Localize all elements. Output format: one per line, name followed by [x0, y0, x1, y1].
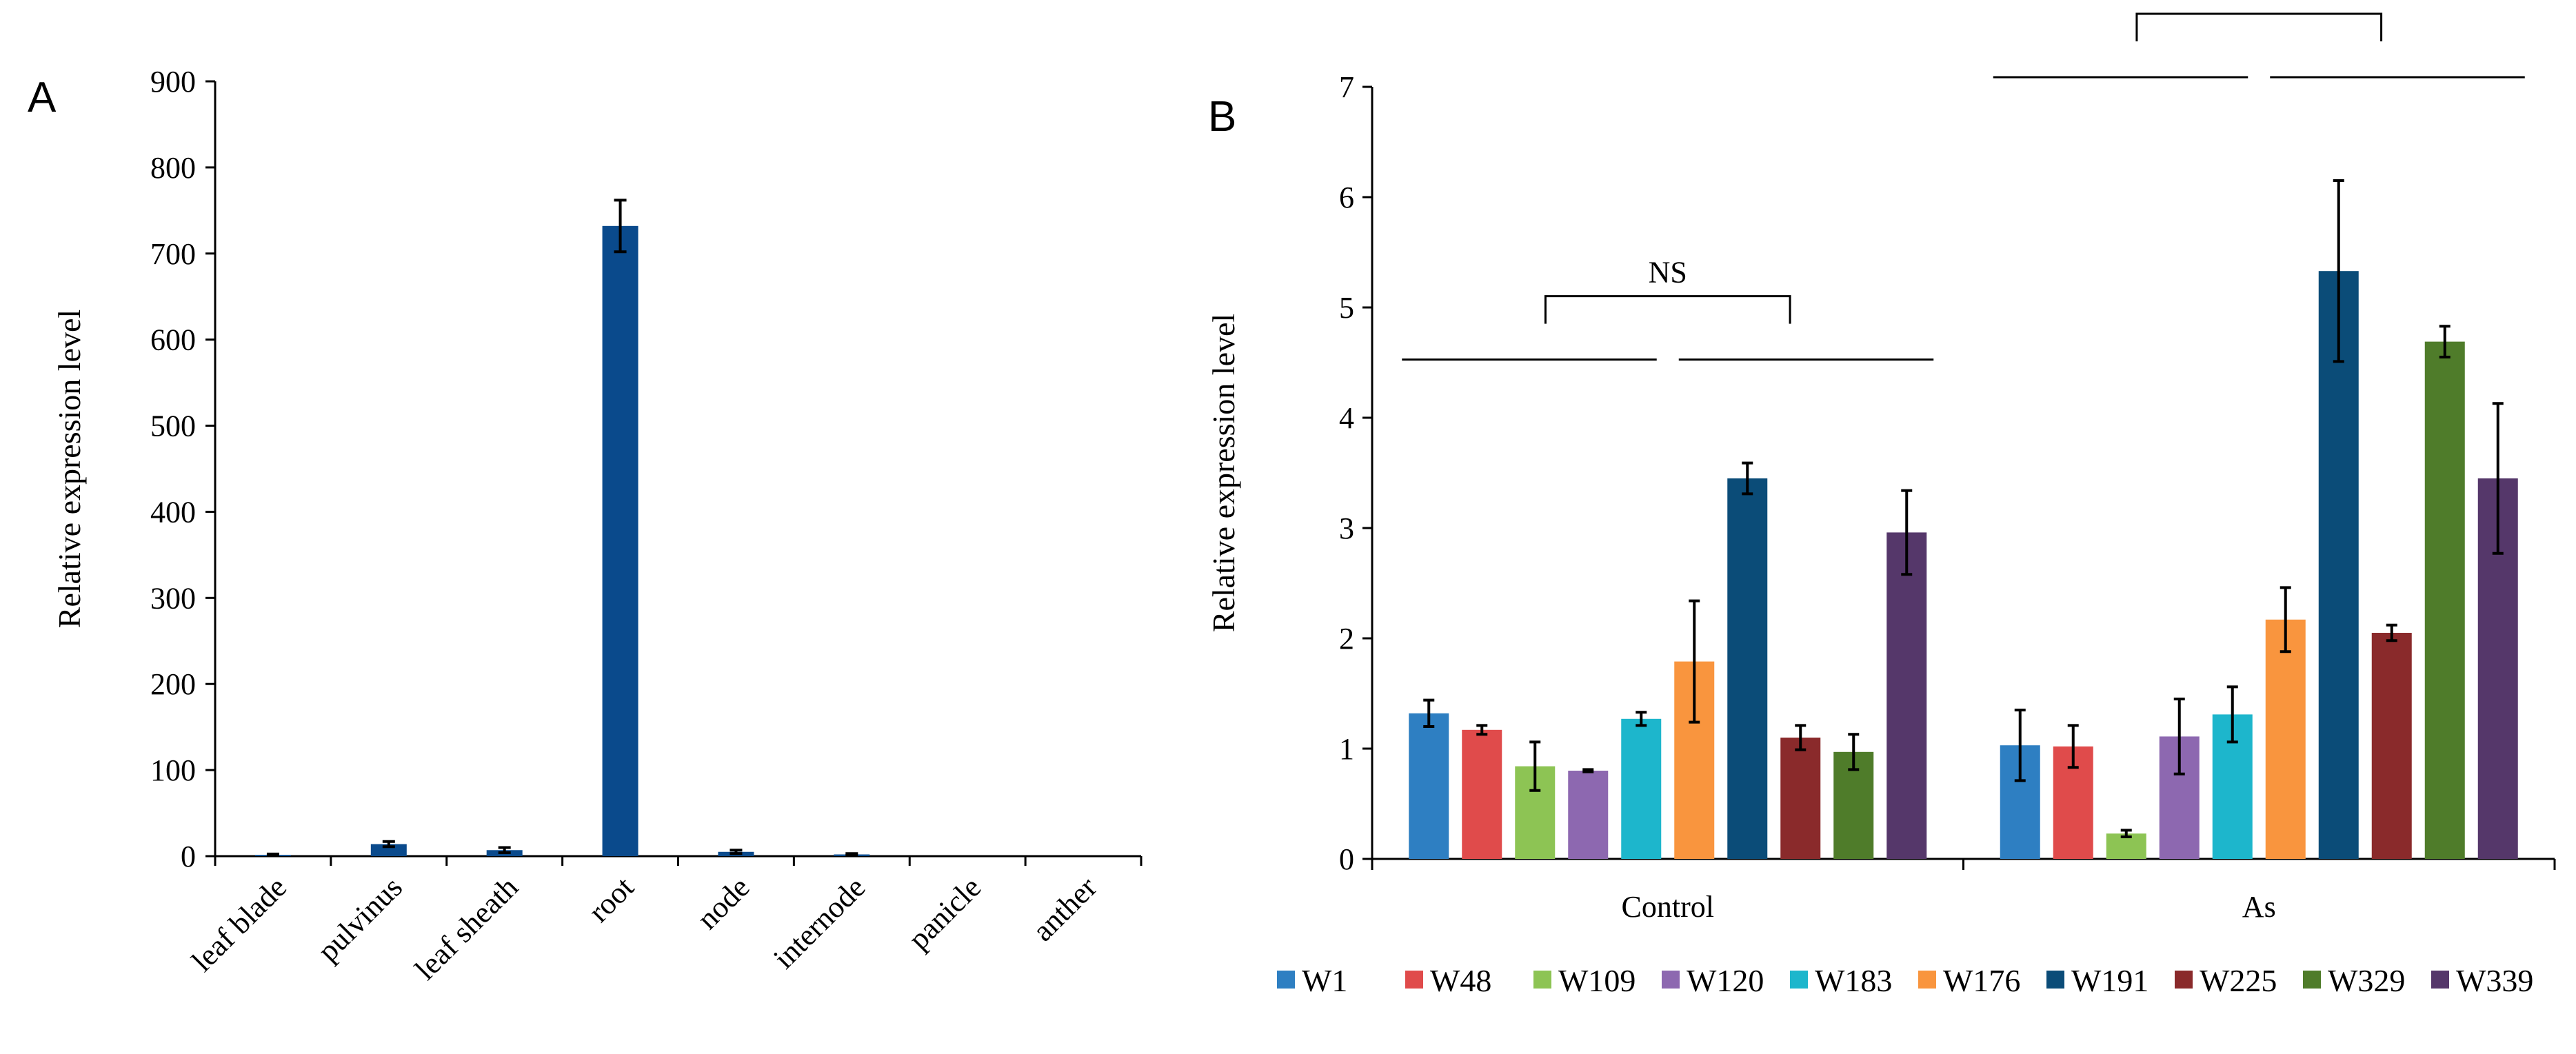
y-tick-label: 200: [150, 667, 196, 701]
panel-label: B: [1208, 93, 1236, 141]
legend-swatch-W329: [2303, 971, 2321, 989]
x-tick-label: leaf sheath: [408, 870, 525, 986]
y-tick-label: 6: [1339, 181, 1354, 214]
legend-label-W109: W109: [1558, 963, 1636, 998]
legend-label-W339: W339: [2456, 963, 2533, 998]
y-tick-label: 2: [1339, 622, 1354, 656]
x-tick-label: root: [582, 870, 641, 929]
bar-W183-Control: [1621, 718, 1662, 859]
y-tick-label: 100: [150, 753, 196, 787]
y-tick-label: 500: [150, 409, 196, 443]
y-tick-label: 0: [1339, 842, 1354, 876]
y-tick-label: 0: [181, 840, 196, 873]
y-tick-label: 4: [1339, 401, 1354, 435]
bar-W339-Control: [1886, 532, 1927, 859]
legend-label-W329: W329: [2328, 963, 2405, 998]
x-tick-label: leaf blade: [185, 870, 293, 977]
x-tick-label: anther: [1026, 870, 1104, 948]
legend-swatch-W48: [1405, 971, 1423, 989]
x-tick-label: node: [690, 870, 756, 935]
y-tick-label: 1: [1339, 732, 1354, 766]
x-tick-label: internode: [767, 870, 872, 975]
legend-label-W183: W183: [1815, 963, 1892, 998]
y-tick-label: 900: [150, 65, 196, 99]
y-tick-label: 5: [1339, 291, 1354, 325]
bar-root: [602, 225, 638, 856]
legend-swatch-W339: [2431, 971, 2449, 989]
y-axis-label: Relative expression level: [1206, 314, 1241, 632]
y-tick-label: 3: [1339, 511, 1354, 545]
panel-b: B 0 1 2 3 4 5 6 7 Control As NS * Relative expression…: [1206, 0, 2556, 998]
panel-label: A: [28, 74, 57, 121]
y-tick-label: 400: [150, 495, 196, 529]
legend-label-W1: W1: [1302, 963, 1347, 998]
legend-swatch-W225: [2175, 971, 2193, 989]
x-tick-label: As: [2242, 890, 2276, 924]
legend-label-W191: W191: [2071, 963, 2149, 998]
bar-W1-Control: [1409, 713, 1449, 859]
bar-W225-As: [2371, 633, 2412, 859]
bar-W48-Control: [1462, 729, 1502, 859]
significance-bracket: [1544, 295, 1791, 324]
legend-swatch-W191: [2046, 971, 2064, 989]
legend-swatch-W120: [1662, 971, 1680, 989]
legend-label-W120: W120: [1687, 963, 1764, 998]
y-tick-label: 7: [1339, 70, 1354, 104]
bar-W120-Control: [1568, 771, 1609, 859]
y-tick-label: 300: [150, 581, 196, 615]
legend-swatch-W176: [1918, 971, 1936, 989]
bar-W191-As: [2318, 271, 2359, 859]
legend-swatch-W1: [1277, 971, 1295, 989]
legend-swatch-W183: [1790, 971, 1808, 989]
significance-label: NS: [1649, 256, 1687, 290]
x-tick-label: Control: [1622, 890, 1714, 924]
legend-swatch-W109: [1533, 971, 1551, 989]
bar-W191-Control: [1727, 478, 1768, 859]
bar-pulvinus: [370, 844, 407, 856]
significance-label: *: [2251, 0, 2266, 7]
y-tick-label: 600: [150, 323, 196, 357]
bar-W329-As: [2424, 341, 2465, 860]
y-tick-label: 700: [150, 237, 196, 271]
x-tick-label: panicle: [902, 870, 987, 955]
bar-W176-As: [2265, 619, 2306, 859]
y-axis-label: Relative expression level: [52, 310, 87, 628]
significance-bracket: [2135, 12, 2383, 41]
bar-W225-Control: [1780, 738, 1821, 859]
legend-label-W48: W48: [1430, 963, 1491, 998]
legend-label-W225: W225: [2200, 963, 2277, 998]
x-tick-label: pulvinus: [311, 870, 409, 968]
legend-label-W176: W176: [1943, 963, 2020, 998]
y-tick-label: 800: [150, 151, 196, 185]
